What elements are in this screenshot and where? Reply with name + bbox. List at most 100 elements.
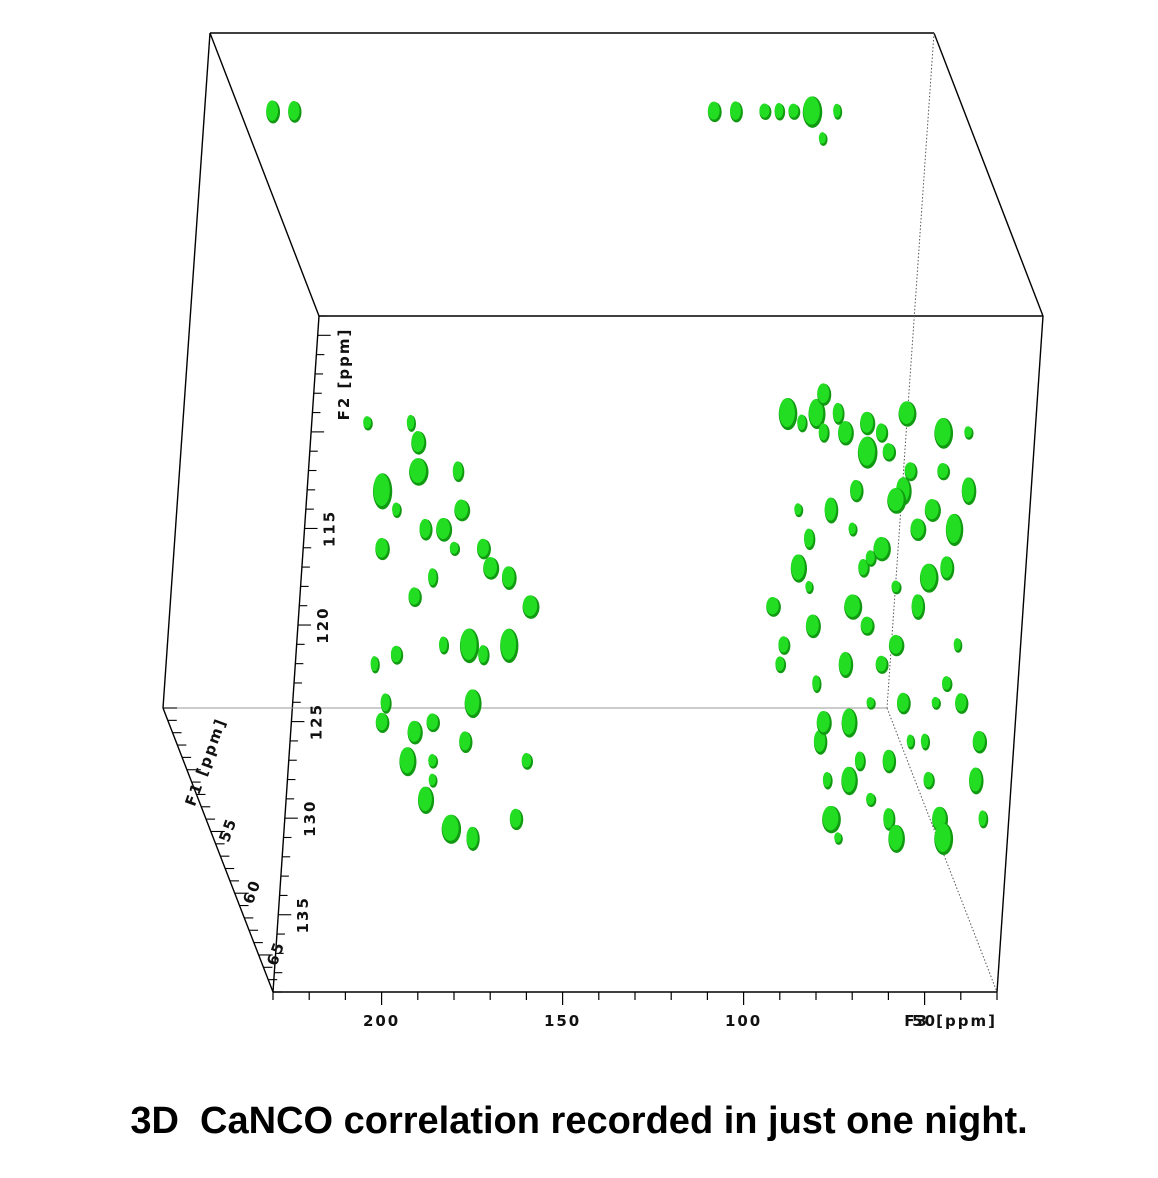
peak-98: [910, 518, 925, 539]
f2-tick-label: 120: [314, 606, 332, 643]
peak-101: [788, 103, 799, 118]
figure-caption: 3D CaNCO correlation recorded in just on…: [130, 1100, 1028, 1142]
peak-83: [934, 822, 951, 852]
peak-111: [964, 426, 972, 438]
peak-39: [464, 689, 480, 716]
f1-axis-title: F1 [ppm]: [182, 715, 231, 808]
peak-12: [392, 502, 401, 516]
f1-tick-label: 55: [215, 815, 240, 845]
peak-90: [882, 443, 895, 460]
peak-26: [428, 754, 437, 767]
peak-112: [707, 101, 720, 120]
peak-70: [882, 749, 895, 771]
f2-axis-title: F2 [ppm]: [335, 328, 353, 421]
peak-38: [460, 628, 477, 660]
peak-73: [923, 771, 933, 788]
peak-95: [779, 398, 795, 428]
peak-117: [887, 487, 904, 512]
peak-119: [937, 462, 949, 479]
f2-tick-label: 135: [294, 896, 312, 933]
peak-94: [817, 383, 830, 404]
f2-axis: 115 120 125 130 135 F2 [ppm]: [273, 315, 353, 993]
peak-59: [844, 594, 860, 618]
peak-40: [766, 597, 779, 615]
peak-35: [522, 595, 538, 617]
peak-66: [889, 634, 903, 654]
peak-54: [841, 708, 856, 735]
peak-72: [888, 824, 903, 851]
peak-93: [808, 399, 824, 427]
peak-17: [408, 587, 420, 605]
peak-0: [266, 100, 279, 121]
peak-79: [969, 767, 982, 792]
peak-52: [834, 832, 842, 843]
peak-21: [370, 656, 379, 672]
peak-103: [818, 132, 826, 144]
peak-71: [883, 808, 894, 829]
peak-81: [978, 810, 987, 826]
peak-85: [920, 563, 937, 590]
peak-87: [946, 513, 961, 543]
peak-110: [934, 418, 951, 446]
box-edge-4: [162, 32, 211, 709]
peak-20: [390, 645, 402, 663]
peak-25: [399, 747, 415, 774]
peak-13: [409, 458, 427, 483]
peak-53: [841, 766, 856, 793]
peak-118: [904, 462, 916, 479]
peak-107: [860, 411, 874, 433]
peak-77: [953, 638, 961, 651]
peak-76: [941, 676, 951, 690]
peak-115: [833, 103, 841, 118]
peak-29: [418, 786, 432, 812]
peak-96: [794, 503, 802, 516]
peak-50: [822, 771, 831, 788]
peak-78: [955, 693, 967, 712]
peak-65: [891, 580, 900, 593]
peak-56: [866, 792, 875, 805]
peak-88: [961, 477, 975, 503]
peak-43: [791, 554, 805, 580]
peak-24: [407, 720, 421, 742]
peak-34: [521, 752, 532, 768]
box-edge-7: [162, 707, 274, 993]
peak-46: [805, 614, 819, 636]
peak-36: [478, 645, 488, 663]
f3-tick-label: 100: [725, 1012, 762, 1030]
peak-15: [436, 517, 450, 540]
peak-5: [452, 461, 463, 480]
peak-63: [865, 550, 875, 565]
peak-1: [363, 416, 372, 429]
peak-64: [873, 536, 889, 559]
peak-116: [850, 479, 862, 500]
peak-57: [866, 696, 875, 708]
f1-tick-label: 65: [263, 938, 288, 968]
peak-84: [911, 594, 924, 618]
peak-44: [803, 528, 814, 548]
peak-37: [500, 628, 517, 660]
peak-45: [805, 580, 813, 592]
peak-31: [459, 731, 471, 751]
peak-55: [854, 751, 865, 769]
peak-75: [931, 696, 940, 708]
f3-axis-title: F3 [ppm]: [904, 1012, 997, 1030]
peak-100: [774, 103, 784, 119]
peak-58: [838, 651, 852, 676]
box-edge-6: [272, 315, 320, 993]
peak-6: [454, 499, 468, 519]
plot-box-edges: [162, 32, 1044, 993]
peak-109: [876, 423, 887, 441]
peak-2: [288, 101, 300, 121]
peak-18: [375, 537, 388, 558]
peak-9: [502, 566, 515, 588]
box-edge-1: [209, 32, 320, 317]
peak-102: [803, 96, 820, 125]
peak-74: [920, 733, 929, 749]
peak-16: [428, 568, 437, 586]
peak-69: [906, 734, 914, 748]
peak-11: [373, 473, 390, 507]
peak-92: [838, 420, 852, 443]
peak-97: [824, 497, 837, 521]
